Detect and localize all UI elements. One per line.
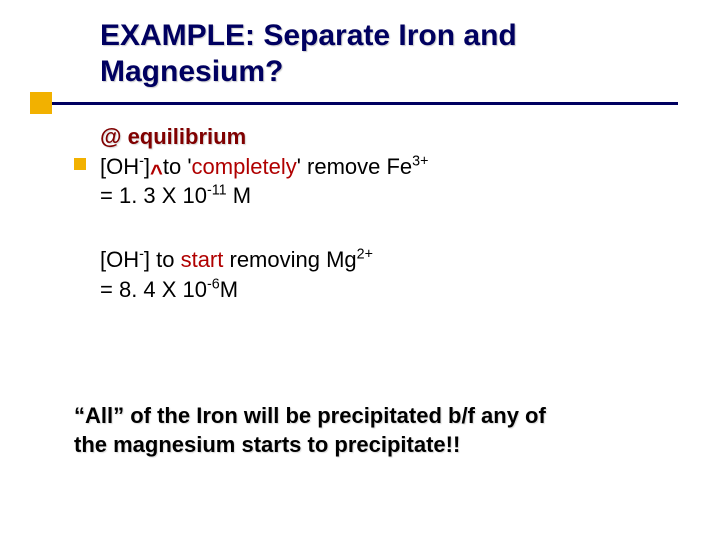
bullet-square <box>74 158 86 170</box>
t: to ' <box>163 154 192 179</box>
title-underline <box>38 102 678 105</box>
sup: -11 <box>207 183 227 199</box>
sup: -6 <box>207 276 220 292</box>
emph-completely: completely <box>192 154 297 179</box>
t: = 8. 4 X 10 <box>100 277 207 302</box>
caret-mark: ^ <box>150 160 163 185</box>
t: M <box>220 277 238 302</box>
sup: 2+ <box>357 247 373 263</box>
content-body: @ equilibrium [OH-]^to 'completely' remo… <box>100 122 670 304</box>
conclusion-line1: “All” of the Iron will be precipitated b… <box>74 402 674 431</box>
block1-line1: [OH-]^to 'completely' remove Fe3+ <box>100 152 670 182</box>
accent-square <box>30 92 52 114</box>
t: [OH <box>100 154 139 179</box>
block2-line1: [OH-] to start removing Mg2+ <box>100 245 670 275</box>
emph-start: start <box>181 247 224 272</box>
equilibrium-label: @ equilibrium <box>100 122 670 152</box>
slide-title: EXAMPLE: Separate Iron and Magnesium? <box>100 18 680 90</box>
block1-line2: = 1. 3 X 10-11 M <box>100 181 670 211</box>
block2-line2: = 8. 4 X 10-6M <box>100 275 670 305</box>
t: = 1. 3 X 10 <box>100 183 207 208</box>
title-line-2: Magnesium? <box>100 54 680 90</box>
block2: [OH-] to start removing Mg2+ = 8. 4 X 10… <box>100 245 670 304</box>
conclusion-line2: the magnesium starts to precipitate!! <box>74 431 674 460</box>
t: [OH <box>100 247 139 272</box>
t: M <box>227 183 251 208</box>
t: ' remove Fe <box>297 154 412 179</box>
t: ] to <box>144 247 181 272</box>
sup: 3+ <box>412 153 428 169</box>
t: removing Mg <box>223 247 356 272</box>
conclusion: “All” of the Iron will be precipitated b… <box>74 402 674 459</box>
slide: { "title": { "text_line1": "EXAMPLE: Sep… <box>0 0 720 540</box>
title-line-1: EXAMPLE: Separate Iron and <box>100 18 680 54</box>
